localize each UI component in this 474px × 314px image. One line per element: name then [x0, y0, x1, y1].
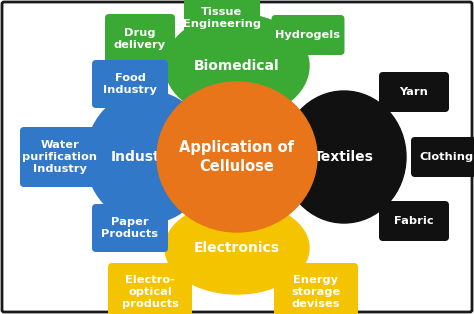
Text: Electro-
optical
products: Electro- optical products [121, 275, 178, 309]
FancyBboxPatch shape [2, 2, 472, 312]
Ellipse shape [165, 202, 309, 294]
Text: Biomedical: Biomedical [194, 59, 280, 73]
FancyBboxPatch shape [274, 263, 358, 314]
FancyBboxPatch shape [411, 137, 474, 177]
FancyBboxPatch shape [184, 0, 260, 43]
Text: Drug
delivery: Drug delivery [114, 28, 166, 50]
Text: Industrial: Industrial [110, 150, 186, 164]
Text: Food
Industry: Food Industry [103, 73, 157, 95]
Text: Water
purification
Industry: Water purification Industry [22, 140, 98, 174]
Text: Paper
Products: Paper Products [101, 217, 158, 239]
Ellipse shape [86, 91, 210, 223]
Ellipse shape [157, 82, 317, 232]
FancyBboxPatch shape [105, 14, 175, 64]
Ellipse shape [165, 14, 309, 118]
Text: Energy
storage
devises: Energy storage devises [292, 275, 341, 309]
Text: Yarn: Yarn [400, 87, 428, 97]
FancyBboxPatch shape [92, 204, 168, 252]
FancyBboxPatch shape [272, 15, 345, 55]
Text: Clothing: Clothing [419, 152, 473, 162]
Text: Application of
Cellulose: Application of Cellulose [180, 140, 294, 174]
Text: Fabric: Fabric [394, 216, 434, 226]
Text: Electronics: Electronics [194, 241, 280, 255]
FancyBboxPatch shape [92, 60, 168, 108]
Text: Textiles: Textiles [314, 150, 374, 164]
Text: Tissue
Engineering: Tissue Engineering [183, 7, 261, 29]
FancyBboxPatch shape [379, 201, 449, 241]
FancyBboxPatch shape [108, 263, 192, 314]
FancyBboxPatch shape [20, 127, 100, 187]
Ellipse shape [282, 91, 406, 223]
Text: Hydrogels: Hydrogels [275, 30, 340, 40]
FancyBboxPatch shape [379, 72, 449, 112]
